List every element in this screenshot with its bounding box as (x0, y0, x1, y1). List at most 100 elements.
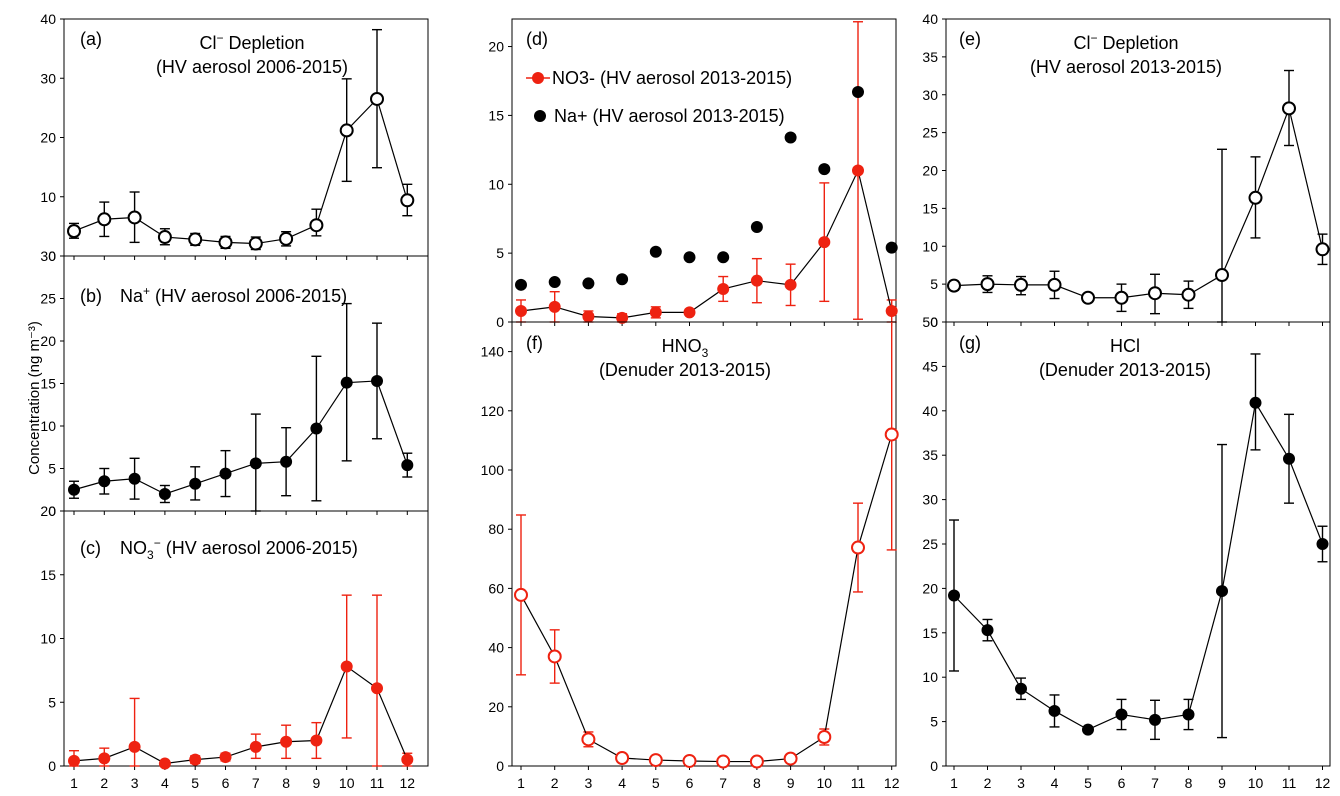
data-point (128, 472, 141, 485)
data-point (248, 236, 263, 251)
y-tick-label: 140 (481, 344, 505, 360)
panel-d: 0 5 10 15 20 (d) NO3- (HV aerosol 2013-2015)… (488, 18, 898, 330)
series-line (953, 106, 1324, 299)
series-line (520, 434, 893, 763)
panel-title: Cl− Depletion (1073, 31, 1178, 53)
y-tick-label: 20 (488, 39, 504, 55)
panel-title-superscript: − (154, 536, 161, 550)
data-point (400, 193, 415, 208)
x-tick-label: 8 (1185, 775, 1193, 791)
data-point (852, 85, 864, 98)
data-point (581, 732, 596, 747)
data-point (339, 123, 354, 138)
data-point (1181, 287, 1196, 302)
y-tick-label: 30 (922, 87, 938, 103)
y-tick-label: 100 (481, 462, 505, 478)
y-tick-label: 10 (922, 669, 938, 685)
panel-subtitle: (Denuder 2013-2015) (599, 360, 771, 380)
data-point (817, 729, 832, 744)
series-line (73, 97, 408, 245)
y-tick-label: 10 (40, 189, 56, 205)
y-tick-label: 45 (922, 358, 938, 374)
y-tick-label: 120 (481, 403, 505, 419)
y-tick-label: 10 (40, 418, 56, 434)
data-point (1248, 190, 1263, 205)
data-point (67, 224, 81, 239)
data-point (548, 300, 561, 313)
y-tick-label: 0 (48, 758, 56, 774)
series-line (73, 665, 408, 765)
x-tick-label: 2 (100, 775, 108, 791)
data-point (1249, 396, 1262, 409)
data-point (682, 753, 697, 768)
panel-title-hno: HNO (662, 336, 702, 356)
y-tick-label: 40 (488, 640, 504, 656)
y-tick-label: 5 (930, 276, 938, 292)
x-tick-label: 12 (400, 775, 416, 791)
data-point (401, 753, 414, 766)
data-point (514, 587, 528, 602)
data-point (310, 422, 323, 435)
panel-subtitle: (HV aerosol 2006-2015) (156, 57, 348, 77)
x-tick-label: 4 (1051, 775, 1059, 791)
data-point (749, 754, 764, 769)
x-tick-label: 5 (1084, 775, 1092, 791)
plot-frame (511, 321, 897, 767)
data-point (340, 376, 353, 389)
y-tick-label: 30 (40, 248, 56, 264)
data-point (582, 310, 595, 323)
panel-label: (c) (80, 538, 101, 558)
legend-label-na: Na+ (HV aerosol 2013-2015) (554, 106, 785, 126)
x-tick-label: 8 (282, 775, 290, 791)
panel-subtitle: (HV aerosol 2013-2015) (1030, 57, 1222, 77)
series-line (520, 168, 893, 319)
data-point (310, 734, 323, 747)
panel-title-cl: Cl (1073, 33, 1090, 53)
y-tick-label: 0 (48, 503, 56, 519)
x-tick-label: 3 (1017, 775, 1025, 791)
x-tick-label: 3 (131, 775, 139, 791)
x-tick-label: 9 (787, 775, 795, 791)
data-point (1216, 585, 1228, 598)
y-tick-label: 10 (40, 631, 56, 647)
data-point (818, 236, 831, 249)
data-point (885, 304, 898, 317)
data-point (716, 754, 731, 769)
y-tick-label: 0 (496, 314, 504, 330)
data-point (249, 457, 262, 470)
data-point (980, 277, 995, 292)
x-tick-label: 1 (70, 775, 78, 791)
data-point (68, 754, 80, 767)
data-point (1047, 277, 1062, 292)
data-point (98, 475, 111, 488)
x-tick-label: 10 (339, 775, 355, 791)
y-tick-label: 20 (40, 503, 56, 519)
data-point (189, 477, 202, 490)
data-point (515, 278, 527, 291)
panel-b: 0 5 10 15 20 25 30 (b) Na+ (HV aerosol 2006-20… (40, 248, 429, 519)
data-point (750, 274, 763, 287)
data-point (1114, 290, 1129, 305)
y-tick-label: 5 (48, 694, 56, 710)
data-point (1082, 723, 1094, 736)
panel-a: 0 10 20 30 40 (a) Cl− Depletion (HV aerosol … (40, 11, 429, 264)
data-point (1149, 713, 1161, 726)
data-point (649, 245, 662, 258)
series-line (73, 380, 408, 495)
y-tick-label: 25 (40, 291, 56, 307)
x-tick-label: 10 (817, 775, 833, 791)
data-point (884, 427, 899, 442)
data-point (851, 540, 865, 555)
shared-y-axis-label: Concentration (ng m⁻³) (26, 321, 43, 475)
data-point (683, 306, 696, 319)
data-point (127, 210, 142, 225)
x-tick-label: 6 (1118, 775, 1126, 791)
data-point (947, 278, 961, 293)
legend-marker-no3 (532, 72, 544, 84)
data-point (648, 753, 663, 768)
x-tick-label: 6 (686, 775, 694, 791)
panel-title-cl: Cl (199, 33, 216, 53)
data-point (1182, 708, 1195, 721)
data-point (158, 757, 171, 770)
